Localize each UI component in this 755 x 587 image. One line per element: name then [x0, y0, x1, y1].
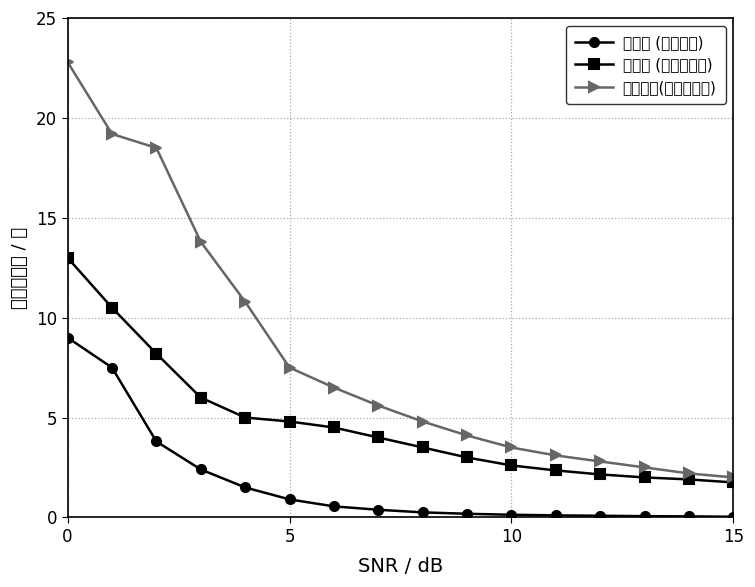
X-axis label: SNR / dB: SNR / dB: [358, 557, 443, 576]
现有方法(非相干数据): [152, 144, 161, 151]
本发明 (非相干数据): [507, 462, 516, 469]
现有方法(非相干数据): [463, 432, 472, 439]
本发明 (相干数据): [418, 509, 427, 516]
本发明 (相干数据): [507, 511, 516, 518]
现有方法(非相干数据): [329, 384, 338, 391]
现有方法(非相干数据): [685, 470, 694, 477]
本发明 (相干数据): [640, 512, 649, 519]
现有方法(非相干数据): [551, 452, 560, 459]
本发明 (非相干数据): [241, 414, 250, 421]
本发明 (非相干数据): [640, 474, 649, 481]
本发明 (相干数据): [729, 513, 738, 520]
现有方法(非相干数据): [596, 458, 605, 465]
本发明 (相干数据): [463, 510, 472, 517]
本发明 (相干数据): [107, 364, 116, 371]
Line: 现有方法(非相干数据): 现有方法(非相干数据): [63, 57, 738, 483]
本发明 (非相干数据): [463, 454, 472, 461]
现有方法(非相干数据): [107, 130, 116, 137]
Y-axis label: 朝向标准差 / 度: 朝向标准差 / 度: [11, 227, 29, 309]
Line: 本发明 (相干数据): 本发明 (相干数据): [63, 333, 738, 521]
本发明 (非相干数据): [196, 394, 205, 401]
现有方法(非相干数据): [640, 464, 649, 471]
本发明 (相干数据): [241, 484, 250, 491]
本发明 (非相干数据): [418, 444, 427, 451]
现有方法(非相干数据): [285, 364, 294, 371]
本发明 (相干数据): [152, 438, 161, 445]
现有方法(非相干数据): [63, 59, 72, 66]
现有方法(非相干数据): [241, 298, 250, 305]
本发明 (非相干数据): [63, 254, 72, 261]
本发明 (非相干数据): [729, 479, 738, 486]
本发明 (相干数据): [285, 496, 294, 503]
本发明 (相干数据): [63, 334, 72, 341]
现有方法(非相干数据): [729, 474, 738, 481]
本发明 (非相干数据): [329, 424, 338, 431]
现有方法(非相干数据): [196, 238, 205, 245]
本发明 (相干数据): [196, 466, 205, 473]
本发明 (非相干数据): [285, 418, 294, 425]
本发明 (非相干数据): [596, 471, 605, 478]
本发明 (相干数据): [596, 512, 605, 519]
现有方法(非相干数据): [374, 402, 383, 409]
本发明 (非相干数据): [374, 434, 383, 441]
本发明 (非相干数据): [152, 350, 161, 357]
本发明 (非相干数据): [107, 304, 116, 311]
现有方法(非相干数据): [418, 418, 427, 425]
本发明 (相干数据): [685, 513, 694, 520]
本发明 (非相干数据): [551, 467, 560, 474]
本发明 (相干数据): [551, 512, 560, 519]
Legend: 本发明 (相干数据), 本发明 (非相干数据), 现有方法(非相干数据): 本发明 (相干数据), 本发明 (非相干数据), 现有方法(非相干数据): [566, 26, 726, 104]
本发明 (非相干数据): [685, 476, 694, 483]
本发明 (相干数据): [329, 503, 338, 510]
现有方法(非相干数据): [507, 444, 516, 451]
Line: 本发明 (非相干数据): 本发明 (非相干数据): [63, 253, 738, 487]
本发明 (相干数据): [374, 506, 383, 513]
